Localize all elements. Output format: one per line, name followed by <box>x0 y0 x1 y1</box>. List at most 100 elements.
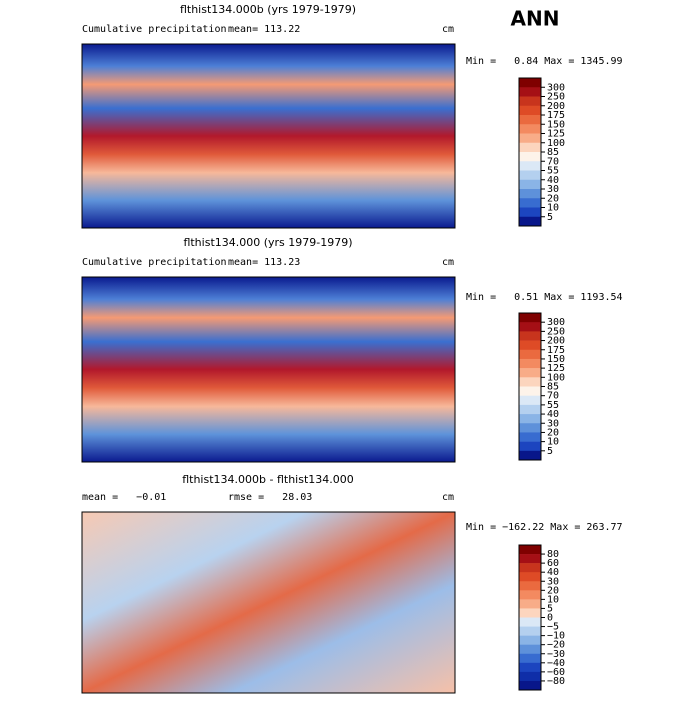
colorbar-swatch <box>519 377 541 387</box>
colorbar-label: 100 <box>547 372 565 383</box>
colorbar-swatch <box>519 572 541 582</box>
colorbar-label: 30 <box>547 576 559 587</box>
colorbar-swatch <box>519 152 541 162</box>
colorbar-label: 85 <box>547 147 559 158</box>
colorbar-swatch <box>519 198 541 208</box>
colorbar-label: 20 <box>547 427 559 438</box>
colorbar-swatch <box>519 115 541 125</box>
colorbar-swatch <box>519 133 541 144</box>
colorbar-label: 30 <box>547 418 559 429</box>
colorbar-label: 40 <box>547 567 559 578</box>
colorbar-swatch <box>519 545 541 555</box>
left-label: Cumulative precipitation <box>82 257 227 268</box>
colorbar-label: −10 <box>547 631 565 642</box>
colorbar-swatch <box>519 662 541 673</box>
left-label: Cumulative precipitation <box>82 24 227 35</box>
colorbar-swatch <box>519 395 541 406</box>
colorbar-label: 70 <box>547 156 559 167</box>
colorbar-label: 5 <box>547 446 553 457</box>
colorbar-label: 55 <box>547 400 559 411</box>
colorbar-label: −30 <box>547 649 565 660</box>
colorbar-label: 150 <box>547 119 565 130</box>
colorbar-label: 60 <box>547 558 559 569</box>
panel-title: flthist134.000b (yrs 1979-1979) <box>180 3 356 16</box>
colorbar-label: 80 <box>547 549 559 560</box>
colorbar-label: 300 <box>547 317 565 328</box>
panel-title: flthist134.000b - flthist134.000 <box>182 473 354 486</box>
colorbar-label: 300 <box>547 82 565 93</box>
colorbar-swatch <box>519 563 541 573</box>
colorbar-label: −60 <box>547 667 565 678</box>
center-label: rmse = 28.03 <box>228 492 312 503</box>
colorbar-swatch <box>519 340 541 351</box>
colorbar-swatch <box>519 349 541 360</box>
colorbar-label: 150 <box>547 354 565 365</box>
colorbar-label: 10 <box>547 594 559 605</box>
colorbar-swatch <box>519 368 541 378</box>
colorbar-label: 10 <box>547 437 559 448</box>
colorbar-swatch <box>519 404 541 415</box>
colorbar-label: 250 <box>547 326 565 337</box>
colorbar-swatch <box>519 216 541 227</box>
colorbar-swatch <box>519 96 541 107</box>
colorbar-swatch <box>519 414 541 424</box>
colorbar-label: 125 <box>547 129 565 140</box>
colorbar-swatch <box>519 105 541 116</box>
colorbar-label: 250 <box>547 92 565 103</box>
center-label: mean= 113.23 <box>228 257 300 268</box>
colorbar-swatch <box>519 331 541 341</box>
colorbar-swatch <box>519 441 541 452</box>
colorbar-label: 30 <box>547 184 559 195</box>
colorbar-label: 70 <box>547 391 559 402</box>
colorbar-label: −40 <box>547 658 565 669</box>
units: cm <box>442 257 454 268</box>
colorbar-swatch <box>519 161 541 171</box>
colorbar-swatch <box>519 189 541 199</box>
colorbar-label: 40 <box>547 409 559 420</box>
panel-title: flthist134.000 (yrs 1979-1979) <box>183 236 352 249</box>
colorbar-swatch <box>519 635 541 645</box>
colorbar-swatch <box>519 207 541 218</box>
colorbar-label: 200 <box>547 336 565 347</box>
min-max: Min = 0.51 Max = 1193.54 <box>466 292 623 303</box>
left-label: mean = −0.01 <box>82 492 166 503</box>
colorbar-swatch <box>519 124 541 134</box>
units: cm <box>442 492 454 503</box>
center-label: mean= 113.22 <box>228 24 300 35</box>
colorbar-swatch <box>519 599 541 609</box>
colorbar-swatch <box>519 617 541 627</box>
colorbar-label: 20 <box>547 193 559 204</box>
colorbar-label: 5 <box>547 603 553 614</box>
colorbar-swatch <box>519 653 541 664</box>
colorbar-swatch <box>519 322 541 332</box>
colorbar-label: 20 <box>547 585 559 596</box>
colorbar-swatch <box>519 142 541 153</box>
colorbar-label: 85 <box>547 382 559 393</box>
colorbar-swatch <box>519 644 541 655</box>
colorbar-label: 175 <box>547 110 565 121</box>
min-max: Min = 0.84 Max = 1345.99 <box>466 56 623 67</box>
units: cm <box>442 24 454 35</box>
map <box>81 276 456 463</box>
colorbar-swatch <box>519 386 541 396</box>
colorbar-swatch <box>519 313 541 323</box>
colorbar-swatch <box>519 608 541 618</box>
colorbar-swatch <box>519 554 541 564</box>
min-max: Min = −162.22 Max = 263.77 <box>466 522 623 533</box>
colorbar-swatch <box>519 680 541 691</box>
colorbar-swatch <box>519 581 541 591</box>
colorbar-swatch <box>519 87 541 97</box>
colorbar-label: 10 <box>547 203 559 214</box>
colorbar-label: 125 <box>547 363 565 374</box>
figure-title: ANN <box>511 7 560 31</box>
colorbar-label: 200 <box>547 101 565 112</box>
colorbar-label: −80 <box>547 676 565 687</box>
colorbar-swatch <box>519 78 541 88</box>
colorbar-swatch <box>519 170 541 181</box>
colorbar-label: −5 <box>547 622 559 633</box>
colorbar-swatch <box>519 358 541 369</box>
colorbar-swatch <box>519 590 541 600</box>
colorbar-swatch <box>519 423 541 433</box>
colorbar-label: 40 <box>547 175 559 186</box>
